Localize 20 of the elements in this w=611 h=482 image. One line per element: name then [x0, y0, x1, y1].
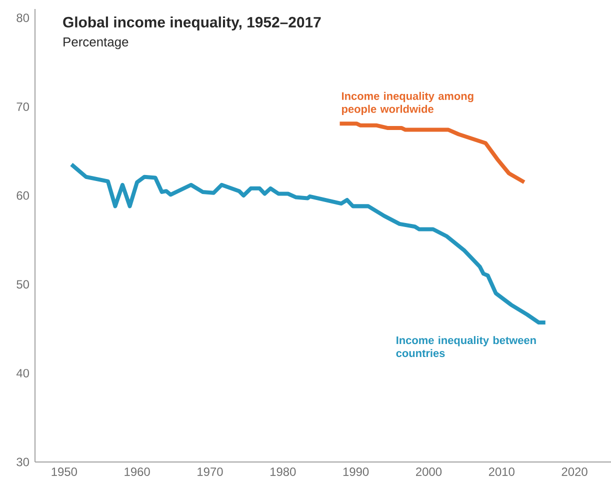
line-series [69, 162, 548, 325]
text: Percentage [64, 37, 128, 50]
y-tick-label: 70 [16, 102, 30, 111]
y-tick-label: 60 [16, 191, 30, 200]
series-label: Income inequality between countries [396, 336, 536, 358]
y-tick-label: 50 [16, 280, 30, 289]
x-tick-label: 2010 [488, 468, 514, 476]
x-tick-label: 1950 [52, 468, 77, 476]
y-tick-label: 40 [16, 368, 30, 378]
x-tick-label: 1970 [198, 468, 223, 476]
x-tick-label: 2000 [416, 468, 442, 476]
x-tick-label: 2020 [562, 468, 588, 476]
x-tick-label: 1990 [343, 468, 369, 476]
x-tick-label: 1960 [124, 468, 150, 476]
x-tick-label: 1980 [270, 468, 296, 476]
series-label: Income inequality among people worldwide [342, 92, 474, 116]
chart-title: Global income inequality, 1952–2017 [63, 16, 321, 30]
line-series [338, 122, 526, 184]
y-tick-label: 80 [16, 14, 30, 22]
y-tick-label: 30 [16, 458, 30, 466]
